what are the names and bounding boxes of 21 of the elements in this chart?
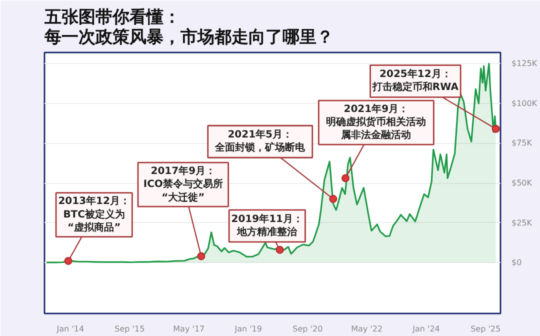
y-tick-label: $100K <box>512 98 538 108</box>
annotation: 2025年12月：打击稳定币和RWA <box>371 68 459 94</box>
x-tick-label: Sep '20 <box>292 324 323 334</box>
x-tick-label: Sep '25 <box>470 324 501 334</box>
y-tick-label: $50K <box>512 178 533 188</box>
x-tick-label: Jan '14 <box>56 324 84 334</box>
y-tick-label: $25K <box>512 218 533 228</box>
y-tick-label: $75K <box>512 138 533 148</box>
x-tick-label: May '17 <box>173 324 205 334</box>
y-tick-label: $0 <box>512 258 522 268</box>
x-tick-label: Jan '24 <box>412 324 440 334</box>
y-tick-label: $125K <box>512 59 538 68</box>
annotation: 2021年9月：明确虚拟货币相关活动属非法金融活动 <box>326 102 426 142</box>
annotation: 2021年5月：全面封锁，矿场断电 <box>214 128 306 154</box>
chart-title: 五张图带你看懂：每一次政策风暴，市场都走向了哪里？ <box>44 8 334 48</box>
annotation: 2017年9月：ICO禁令与交易所“大迁徙” <box>143 164 223 204</box>
annotation: 2013年12月：BTC被定义为“虚拟商品” <box>58 195 130 234</box>
annotation: 2019年11月：地方精准整治 <box>231 212 304 238</box>
x-tick-label: Jan '19 <box>234 324 262 334</box>
x-tick-label: May '22 <box>351 324 383 334</box>
x-tick-label: Sep '15 <box>114 324 145 334</box>
